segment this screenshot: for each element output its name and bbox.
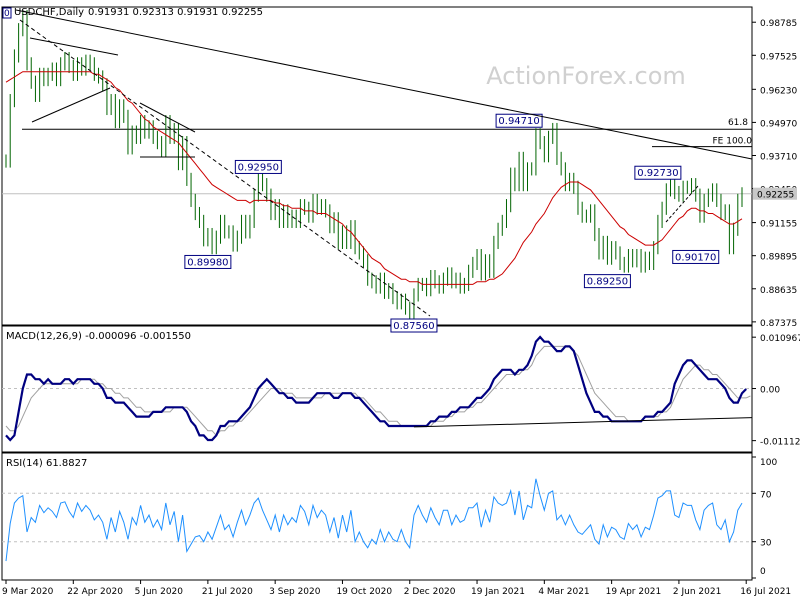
price-annotation-label: 0.94710	[498, 116, 539, 127]
watermark: ActionForex.com	[486, 62, 686, 90]
x-tick-label: 9 Mar 2020	[2, 587, 54, 597]
x-tick-label: 5 Jun 2020	[135, 587, 184, 597]
price-y-tick-label: 0.98785	[760, 19, 797, 29]
price-annotation-box	[672, 249, 720, 264]
x-tick-label: 21 Jul 2020	[202, 587, 253, 597]
x-tick-label: 19 Apr 2021	[606, 587, 662, 597]
x-tick-label: 19 Oct 2020	[336, 587, 392, 597]
macd-y-tick-label: 0.00	[760, 386, 780, 396]
x-tick-label: 2 Jun 2021	[673, 587, 721, 597]
price-y-tick-label: 0.87375	[760, 319, 797, 329]
dashed-trend-line	[19, 19, 431, 317]
chart-header: 0 USDCHF,Daily 0.91931 0.92313 0.91931 0…	[2, 7, 263, 19]
channel-upper-line	[139, 102, 196, 133]
price-y-tick-label: 0.97525	[760, 52, 797, 62]
price-y-tick-label: 0.94970	[760, 119, 797, 129]
price-series	[5, 10, 743, 323]
ohlc-label: 0.91931 0.92313 0.91931 0.92255	[88, 7, 263, 18]
price-annotations: 0.92950 0.89980 0.87560 0.94710 0.92730 0.892…	[184, 113, 720, 333]
x-axis: 9 Mar 2020 22 Apr 2020 5 Jun 2020 21 Jul 20…	[2, 580, 791, 597]
macd-axis: 0.010967 0.00 -0.011127	[752, 334, 800, 448]
price-y-tick-label: 0.89895	[760, 253, 797, 263]
macd-y-tick-label: -0.011127	[760, 438, 800, 448]
macd-title: MACD(12,26,9) -0.000096 -0.001550	[6, 331, 191, 342]
symbol-label: USDCHF,Daily	[14, 7, 84, 18]
corner-icon: 0	[4, 9, 10, 19]
price-y-tick-label: 0.93710	[760, 152, 797, 162]
price-grid: 61.8 FE 100.0	[2, 118, 753, 195]
price-y-tick-label: 0.91155	[760, 220, 797, 230]
price-annotation-label: 0.90170	[675, 252, 716, 263]
price-annotation-box	[634, 165, 682, 180]
price-annotation-label: 0.89980	[187, 257, 228, 268]
macd-y-tick-label: 0.010967	[760, 334, 800, 344]
rsi-y-tick-label: 100	[760, 458, 777, 468]
rsi-line	[5, 478, 743, 562]
macd-series	[2, 335, 753, 442]
price-annotation-label: 0.92950	[238, 162, 279, 173]
corner-box	[2, 7, 12, 19]
x-tick-label: 19 Jan 2021	[471, 587, 525, 597]
price-axis: 0.987850.975250.962300.949700.937100.924…	[752, 19, 797, 329]
price-annotation-box	[583, 274, 631, 289]
rsi-y-tick-label: 30	[760, 539, 772, 549]
rsi-title: RSI(14) 61.8827	[6, 458, 87, 469]
rsi-y-tick-label: 70	[760, 490, 772, 500]
wedge-upper-line	[29, 37, 119, 56]
price-annotation-label: 0.92730	[637, 168, 678, 179]
rsi-panel-frame	[1, 452, 753, 581]
fibo-label-61-8: 61.8	[728, 118, 748, 128]
price-annotation-box	[184, 254, 232, 269]
price-annotation-label: 0.87560	[393, 321, 434, 332]
price-annotation-box	[495, 113, 543, 128]
x-tick-label: 16 Jul 2021	[740, 587, 791, 597]
wedge-lower-line	[31, 87, 111, 123]
rsi-y-tick-label: 0	[760, 567, 766, 577]
x-tick-label: 3 Sep 2020	[269, 587, 321, 597]
x-tick-label: 22 Apr 2020	[67, 587, 123, 597]
price-panel-frame	[1, 6, 753, 326]
price-annotation-box	[234, 159, 282, 174]
rsi-axis: 100 70 30 0	[752, 456, 777, 579]
x-tick-label: 2 Dec 2020	[404, 587, 456, 597]
price-y-tick-label: 0.88635	[760, 286, 797, 296]
moving-average-line	[5, 71, 743, 285]
resistance-trendline	[15, 9, 753, 160]
macd-trendline	[413, 417, 753, 428]
price-annotation-box	[390, 318, 438, 333]
rsi-series	[2, 478, 752, 562]
x-tick-label: 4 Mar 2021	[538, 587, 589, 597]
price-y-tick-label: 0.96230	[760, 86, 797, 96]
current-price-tag	[753, 187, 797, 200]
current-price-label: 0.92255	[757, 191, 794, 201]
price-annotation-label: 0.89250	[587, 277, 628, 288]
fe-label-100: FE 100.0	[713, 137, 753, 147]
macd-signal-line	[5, 345, 751, 437]
dashed-rebound-line	[665, 185, 699, 223]
